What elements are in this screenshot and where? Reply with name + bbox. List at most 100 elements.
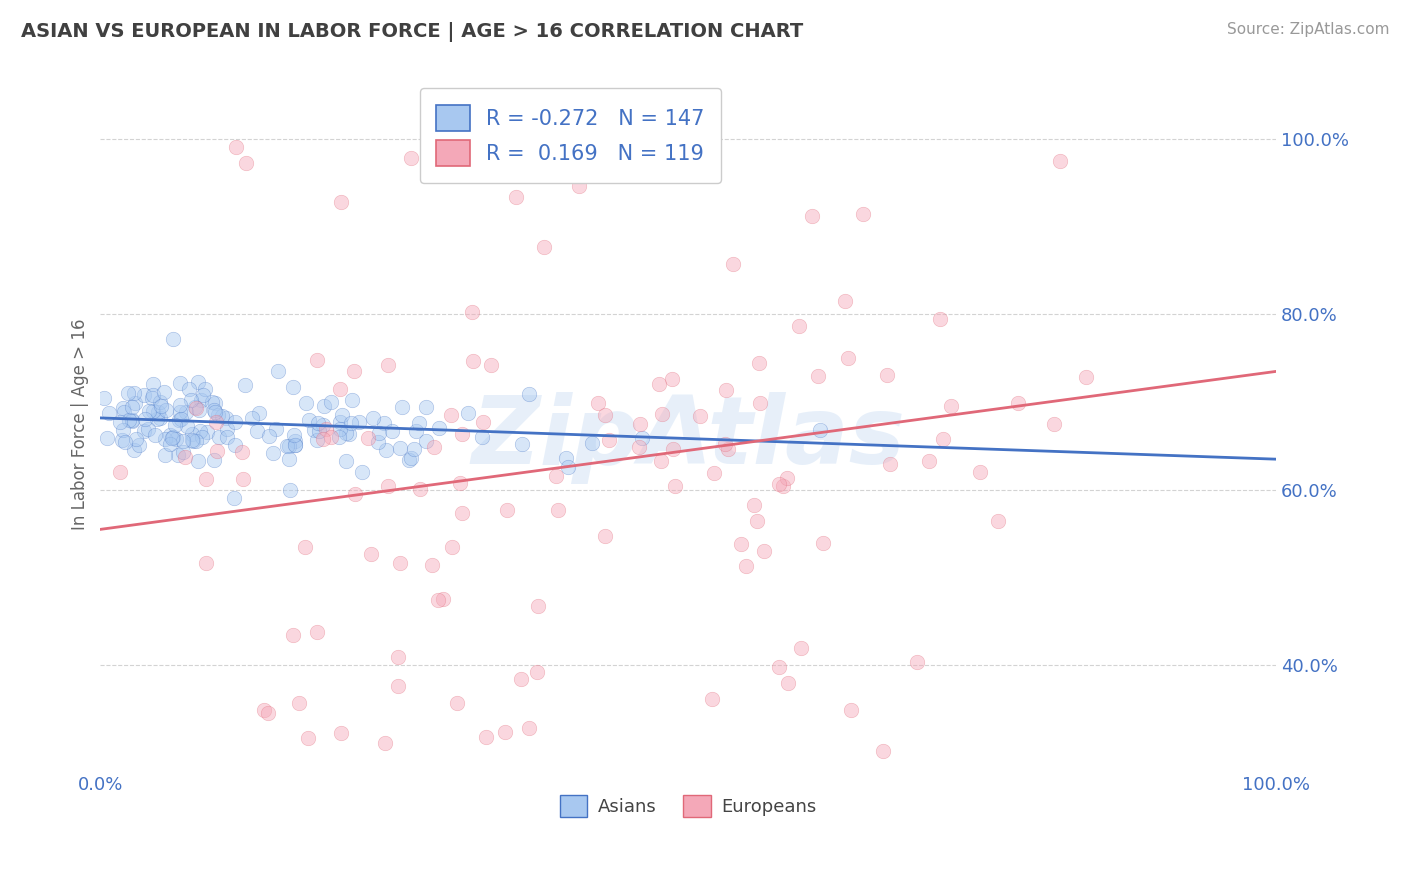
Point xyxy=(231,445,253,459)
Point xyxy=(399,151,422,165)
Point xyxy=(169,398,191,412)
Point xyxy=(214,411,236,425)
Point xyxy=(475,731,498,745)
Point xyxy=(162,430,184,444)
Point xyxy=(717,442,740,457)
Point xyxy=(284,434,307,449)
Point xyxy=(165,432,187,446)
Point xyxy=(651,407,673,421)
Point xyxy=(813,536,835,550)
Point xyxy=(800,209,823,223)
Point xyxy=(593,408,616,422)
Point xyxy=(335,426,357,441)
Point xyxy=(202,403,225,417)
Point xyxy=(204,405,226,419)
Point xyxy=(235,155,257,169)
Point xyxy=(1007,396,1029,410)
Point xyxy=(257,428,280,442)
Point xyxy=(110,415,132,429)
Point xyxy=(307,417,329,431)
Point xyxy=(834,294,856,309)
Point xyxy=(423,440,446,454)
Point xyxy=(169,412,191,426)
Text: ZipAtlas: ZipAtlas xyxy=(471,392,905,484)
Point xyxy=(283,427,305,442)
Point xyxy=(408,417,430,431)
Point xyxy=(808,424,831,438)
Point xyxy=(121,414,143,428)
Point xyxy=(768,660,790,674)
Point xyxy=(194,382,217,396)
Point xyxy=(373,416,395,430)
Point xyxy=(287,696,309,710)
Point xyxy=(195,425,218,440)
Point xyxy=(546,469,568,483)
Point xyxy=(839,703,862,717)
Point xyxy=(264,422,287,436)
Point xyxy=(118,413,141,427)
Point xyxy=(628,440,651,454)
Point xyxy=(350,465,373,479)
Point xyxy=(159,437,181,451)
Point xyxy=(449,476,471,491)
Point xyxy=(689,409,711,423)
Point xyxy=(876,368,898,382)
Point xyxy=(294,540,316,554)
Point xyxy=(153,384,176,399)
Point xyxy=(404,442,426,457)
Point xyxy=(969,465,991,479)
Point xyxy=(872,744,894,758)
Point xyxy=(907,655,929,669)
Point xyxy=(207,443,229,458)
Point xyxy=(330,726,353,740)
Point xyxy=(329,415,352,429)
Point xyxy=(451,427,474,442)
Point xyxy=(319,430,342,444)
Point xyxy=(162,332,184,346)
Point xyxy=(211,409,233,423)
Point xyxy=(631,432,654,446)
Point xyxy=(253,703,276,717)
Point xyxy=(205,416,228,430)
Point xyxy=(165,418,187,433)
Point xyxy=(772,479,794,493)
Point xyxy=(224,491,246,505)
Point xyxy=(337,427,360,442)
Point xyxy=(111,433,134,447)
Point xyxy=(281,628,304,642)
Point xyxy=(460,305,482,319)
Point xyxy=(342,392,364,407)
Point xyxy=(93,391,115,405)
Point xyxy=(987,514,1010,528)
Point xyxy=(217,422,239,436)
Point xyxy=(121,400,143,414)
Point xyxy=(172,434,194,448)
Point xyxy=(1043,417,1066,431)
Point xyxy=(187,375,209,389)
Point xyxy=(408,482,430,496)
Point xyxy=(332,408,354,422)
Point xyxy=(852,207,875,221)
Point xyxy=(471,430,494,444)
Point xyxy=(361,411,384,425)
Point xyxy=(427,592,450,607)
Point xyxy=(233,378,256,392)
Point xyxy=(117,386,139,401)
Point xyxy=(533,240,555,254)
Point xyxy=(112,401,135,415)
Text: ASIAN VS EUROPEAN IN LABOR FORCE | AGE > 16 CORRELATION CHART: ASIAN VS EUROPEAN IN LABOR FORCE | AGE >… xyxy=(21,22,803,42)
Point xyxy=(387,679,409,693)
Point xyxy=(315,422,337,436)
Point xyxy=(142,376,165,391)
Point xyxy=(138,404,160,418)
Point xyxy=(114,434,136,449)
Point xyxy=(184,400,207,414)
Point xyxy=(628,417,651,431)
Point xyxy=(568,179,591,194)
Point xyxy=(312,399,335,413)
Point xyxy=(295,396,318,410)
Point xyxy=(304,423,326,437)
Point xyxy=(297,413,319,427)
Point xyxy=(510,673,533,687)
Point xyxy=(98,406,121,420)
